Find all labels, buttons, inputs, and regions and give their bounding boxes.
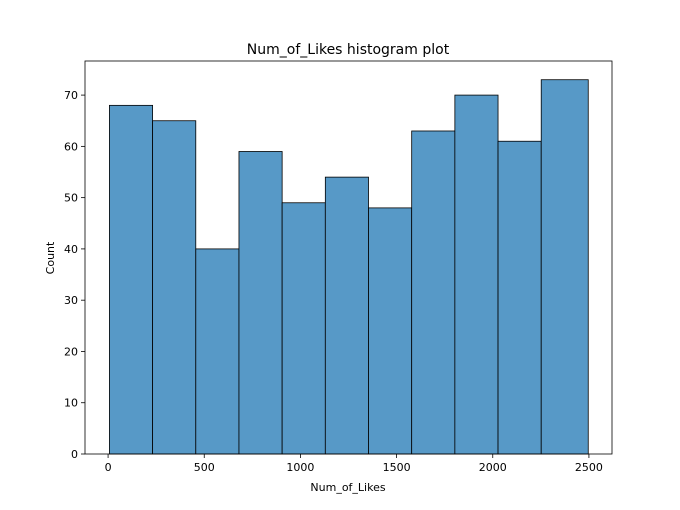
chart-title: Num_of_Likes histogram plot bbox=[247, 42, 450, 58]
y-axis-label: Count bbox=[44, 241, 57, 274]
x-tick-label: 2500 bbox=[575, 461, 603, 474]
histogram-bar bbox=[411, 130, 456, 455]
y-tick-label: 30 bbox=[64, 294, 78, 307]
histogram-bar bbox=[281, 202, 326, 455]
bars-group bbox=[109, 79, 589, 455]
x-axis: 0 500 1000 1500 2000 2500 bbox=[105, 454, 603, 474]
x-tick-label: 1000 bbox=[286, 461, 314, 474]
y-tick-label: 20 bbox=[64, 345, 78, 358]
histogram-bar bbox=[324, 176, 369, 455]
histogram-bar bbox=[195, 248, 240, 455]
x-tick-label: 1500 bbox=[383, 461, 411, 474]
histogram-bar bbox=[109, 104, 154, 455]
y-tick-label: 10 bbox=[64, 397, 78, 410]
y-tick-label: 50 bbox=[64, 192, 78, 205]
histogram-bar bbox=[454, 94, 499, 455]
histogram-bar bbox=[368, 207, 413, 455]
x-tick-label: 2000 bbox=[479, 461, 507, 474]
x-tick-label: 0 bbox=[105, 461, 112, 474]
y-axis: 0 10 20 30 40 50 60 70 bbox=[64, 89, 85, 461]
y-tick-label: 40 bbox=[64, 243, 78, 256]
histogram-bar bbox=[540, 79, 589, 455]
histogram-bar bbox=[497, 140, 542, 455]
y-tick-label: 0 bbox=[71, 448, 78, 461]
y-tick-label: 60 bbox=[64, 140, 78, 153]
histogram-bar bbox=[152, 120, 197, 455]
x-axis-label: Num_of_Likes bbox=[310, 481, 385, 494]
x-tick-label: 500 bbox=[194, 461, 215, 474]
histogram-bar bbox=[238, 151, 283, 455]
y-tick-label: 70 bbox=[64, 89, 78, 102]
plot-frame bbox=[84, 60, 613, 455]
